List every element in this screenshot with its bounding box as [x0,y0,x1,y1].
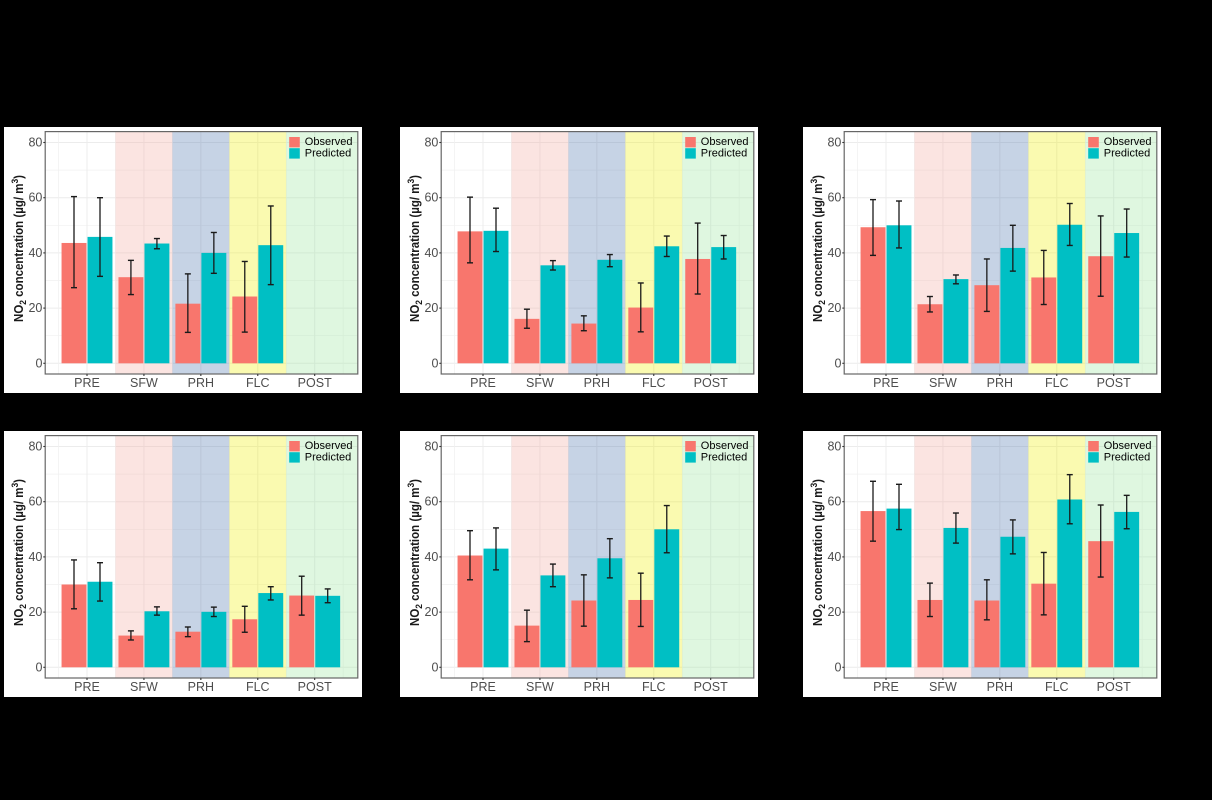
svg-text:40: 40 [28,245,42,259]
svg-text:PRE: PRE [74,680,100,694]
svg-text:80: 80 [424,135,438,149]
svg-text:PRE: PRE [873,680,899,694]
svg-text:Predicted: Predicted [701,451,747,463]
svg-text:NO2 concentration (µg/ m3): NO2 concentration (µg/ m3) [10,175,29,322]
svg-text:PRH: PRH [986,680,1012,694]
svg-text:PRH: PRH [986,376,1012,390]
svg-text:40: 40 [827,550,841,564]
svg-text:Predicted: Predicted [305,147,351,159]
svg-text:Predicted: Predicted [1103,147,1149,159]
svg-text:0: 0 [834,660,841,674]
svg-text:40: 40 [827,245,841,259]
svg-text:FLC: FLC [1044,376,1068,390]
svg-text:Predicted: Predicted [701,147,747,159]
svg-text:POST: POST [298,376,332,390]
svg-text:SFW: SFW [526,680,554,694]
svg-text:POST: POST [694,376,728,390]
svg-text:80: 80 [827,135,841,149]
svg-text:PRE: PRE [873,376,899,390]
svg-text:NO2 concentration (µg/ m3): NO2 concentration (µg/ m3) [406,479,425,626]
svg-text:20: 20 [28,301,42,315]
svg-text:Observed: Observed [701,136,749,148]
svg-text:80: 80 [28,135,42,149]
svg-text:20: 20 [424,605,438,619]
svg-text:NO2 concentration (µg/ m3): NO2 concentration (µg/ m3) [10,479,29,626]
svg-text:0: 0 [431,356,438,370]
svg-text:FLC: FLC [246,680,270,694]
svg-text:POST: POST [1096,376,1130,390]
svg-text:FLC: FLC [642,376,666,390]
svg-text:SFW: SFW [130,376,158,390]
svg-text:PRH: PRH [188,376,214,390]
svg-text:POST: POST [1096,680,1130,694]
svg-text:60: 60 [28,190,42,204]
svg-text:Predicted: Predicted [1103,451,1149,463]
svg-text:FLC: FLC [642,680,666,694]
svg-text:PRE: PRE [74,376,100,390]
svg-text:SFW: SFW [929,680,957,694]
svg-text:Observed: Observed [305,136,353,148]
svg-text:0: 0 [35,356,42,370]
svg-text:POST: POST [298,680,332,694]
svg-text:NO2 concentration (µg/ m3): NO2 concentration (µg/ m3) [808,479,827,626]
svg-text:40: 40 [424,245,438,259]
svg-text:Observed: Observed [305,440,353,452]
svg-text:PRH: PRH [584,376,610,390]
svg-text:80: 80 [424,440,438,454]
svg-text:SFW: SFW [130,680,158,694]
svg-text:60: 60 [827,495,841,509]
svg-text:20: 20 [827,605,841,619]
svg-text:Observed: Observed [701,440,749,452]
svg-text:Predicted: Predicted [305,451,351,463]
svg-text:NO2 concentration (µg/ m3): NO2 concentration (µg/ m3) [406,175,425,322]
svg-text:0: 0 [834,356,841,370]
svg-text:NO2 concentration (µg/ m3): NO2 concentration (µg/ m3) [808,175,827,322]
svg-text:SFW: SFW [929,376,957,390]
svg-text:20: 20 [424,301,438,315]
svg-text:60: 60 [424,190,438,204]
svg-text:Observed: Observed [1103,440,1151,452]
svg-text:0: 0 [431,660,438,674]
svg-text:PRE: PRE [470,680,496,694]
svg-text:PRH: PRH [584,680,610,694]
svg-text:60: 60 [827,190,841,204]
svg-text:80: 80 [28,440,42,454]
svg-text:80: 80 [827,440,841,454]
svg-text:20: 20 [28,605,42,619]
svg-text:40: 40 [424,550,438,564]
svg-text:PRH: PRH [188,680,214,694]
svg-text:POST: POST [694,680,728,694]
svg-text:0: 0 [35,660,42,674]
svg-text:PRE: PRE [470,376,496,390]
svg-text:FLC: FLC [246,376,270,390]
svg-text:Observed: Observed [1103,136,1151,148]
svg-text:60: 60 [28,495,42,509]
svg-text:40: 40 [28,550,42,564]
svg-text:60: 60 [424,495,438,509]
svg-text:SFW: SFW [526,376,554,390]
svg-text:FLC: FLC [1044,680,1068,694]
svg-text:20: 20 [827,301,841,315]
